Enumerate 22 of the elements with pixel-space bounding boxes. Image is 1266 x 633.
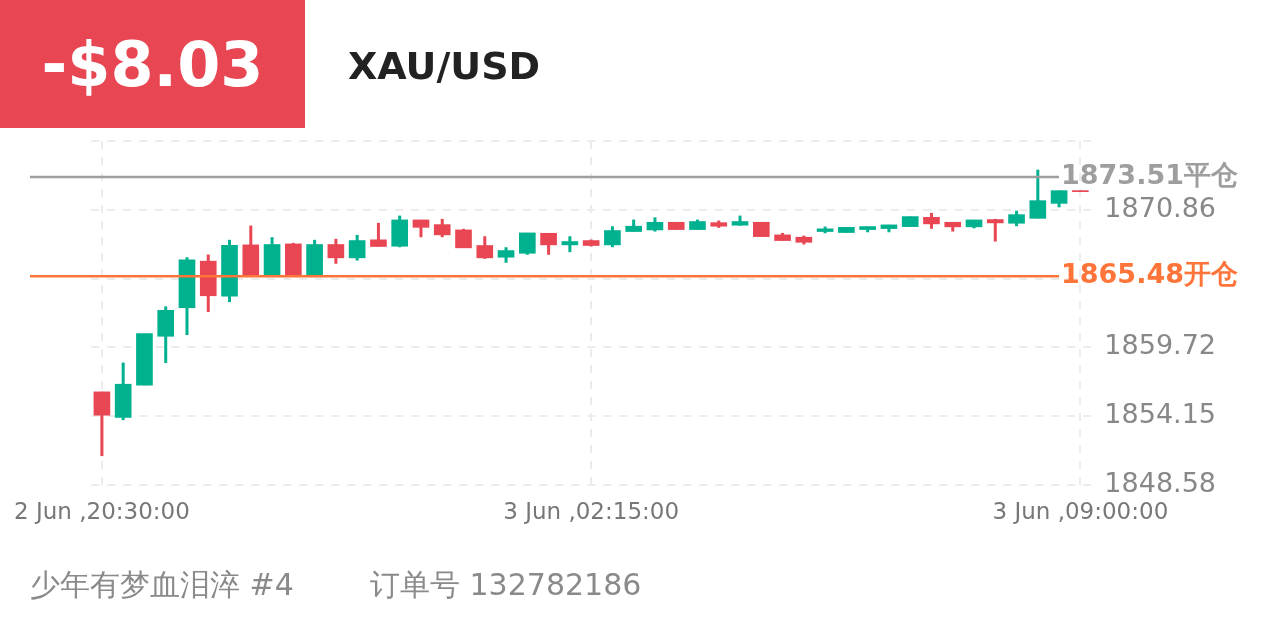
y-tick-label: 1870.86 xyxy=(1104,191,1216,223)
y-tick-label: 1848.58 xyxy=(1104,467,1216,499)
x-tick-label: 3 Jun ,09:00:00 xyxy=(992,497,1169,524)
candlestick xyxy=(1008,210,1025,228)
candlestick xyxy=(710,220,728,228)
candlestick xyxy=(752,221,770,237)
x-tick-label: 2 Jun ,20:30:00 xyxy=(13,497,190,524)
x-tick-label: 3 Jun ,02:15:00 xyxy=(503,497,680,524)
candlestick xyxy=(667,221,685,230)
candlestick xyxy=(838,227,855,233)
candlestick xyxy=(816,226,834,234)
chart-title: XAU/USD xyxy=(348,44,541,88)
candlestick xyxy=(136,333,153,387)
text: 订单号 132782186 xyxy=(370,566,642,604)
y-tick-label: 1859.72 xyxy=(1104,329,1216,361)
y-tick-label: 1854.15 xyxy=(1104,398,1216,430)
candlestick xyxy=(901,216,919,227)
ref-line-label: 1873.51平仓 xyxy=(1061,159,1238,191)
ref-line-label: 1865.48开仓 xyxy=(1061,258,1238,290)
text: -$8.03 xyxy=(0,0,305,128)
candlestick xyxy=(370,221,387,247)
text: 少年有梦血泪淬 #4 xyxy=(30,566,294,604)
